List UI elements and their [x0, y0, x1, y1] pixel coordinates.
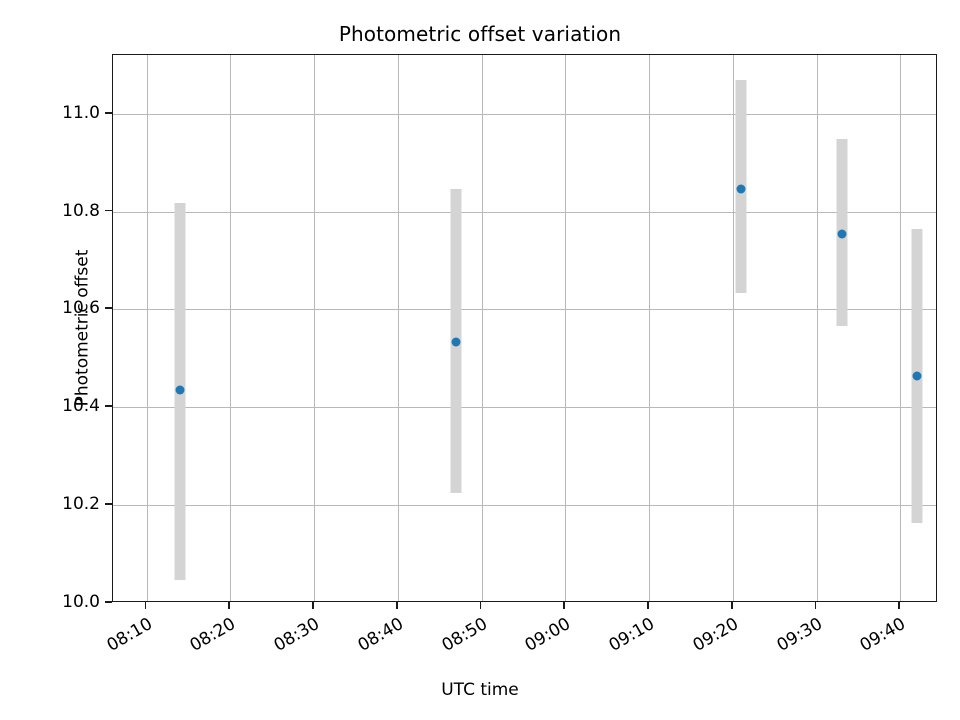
y-axis-tick-label: 10.2 [62, 494, 100, 515]
gridline-vertical [900, 55, 902, 601]
x-axis-tick-mark [898, 602, 901, 609]
gridline-horizontal [113, 505, 936, 507]
y-axis-tick-mark [105, 503, 112, 506]
x-axis-tick-label: 09:40 [856, 614, 910, 656]
gridline-vertical [230, 55, 232, 601]
y-axis-tick-mark [105, 111, 112, 114]
gridline-vertical [565, 55, 567, 601]
gridline-vertical [481, 55, 483, 601]
gridline-horizontal [113, 211, 936, 213]
x-axis-tick-mark [144, 602, 147, 609]
x-axis-label: UTC time [441, 680, 519, 700]
y-axis-tick-mark [105, 405, 112, 408]
data-point-marker[interactable] [912, 371, 922, 381]
y-axis-tick-label: 10.6 [62, 298, 100, 319]
x-axis-tick-mark [312, 602, 314, 609]
x-axis-tick-mark [563, 602, 566, 609]
x-axis-tick-mark [479, 602, 482, 609]
gridline-vertical [314, 55, 315, 601]
y-axis-tick-label: 10.4 [62, 396, 100, 417]
x-axis-tick-label: 09:00 [521, 614, 575, 656]
gridline-vertical [816, 55, 818, 601]
plot-inner [113, 55, 936, 601]
page-title: Photometric offset variation [338, 22, 622, 46]
x-axis-tick-label: 08:30 [270, 614, 323, 656]
x-axis-tick-label: 08:40 [354, 614, 407, 656]
gridline-horizontal [113, 309, 936, 311]
gridline-horizontal [113, 407, 936, 409]
y-axis-label: Photometric offset [72, 249, 93, 407]
x-axis-tick-label: 08:20 [186, 614, 240, 656]
x-axis-tick-label: 08:10 [103, 614, 156, 656]
x-axis-tick-mark [647, 602, 649, 609]
data-point-marker[interactable] [175, 385, 185, 395]
x-axis-tick-label: 08:50 [438, 614, 491, 656]
gridline-vertical [146, 55, 148, 601]
data-point-marker[interactable] [451, 337, 461, 347]
y-axis-tick-mark [105, 601, 112, 603]
x-axis-tick-label: 09:20 [689, 614, 742, 656]
x-axis-tick-mark [730, 602, 733, 609]
x-axis-tick-mark [395, 602, 398, 609]
x-axis-tick-label: 09:30 [773, 614, 826, 656]
gridline-vertical [732, 55, 734, 601]
x-axis-tick-mark [228, 602, 231, 609]
y-axis-tick-label: 11.0 [62, 102, 100, 123]
x-axis-tick-label: 09:10 [605, 614, 659, 656]
data-point-marker[interactable] [736, 184, 746, 194]
y-axis-tick-mark [105, 209, 112, 212]
plot-area [112, 54, 937, 602]
y-axis-tick-label: 10.8 [62, 200, 100, 221]
gridline-vertical [397, 55, 399, 601]
x-axis-tick-mark [814, 602, 817, 609]
gridline-vertical [649, 55, 651, 601]
y-axis-tick-mark [105, 307, 112, 310]
gridline-horizontal [113, 113, 936, 115]
data-point-marker[interactable] [837, 229, 847, 239]
y-axis-label-wrap: Photometric offset [8, 54, 92, 602]
y-axis-tick-label: 10.0 [62, 592, 100, 612]
